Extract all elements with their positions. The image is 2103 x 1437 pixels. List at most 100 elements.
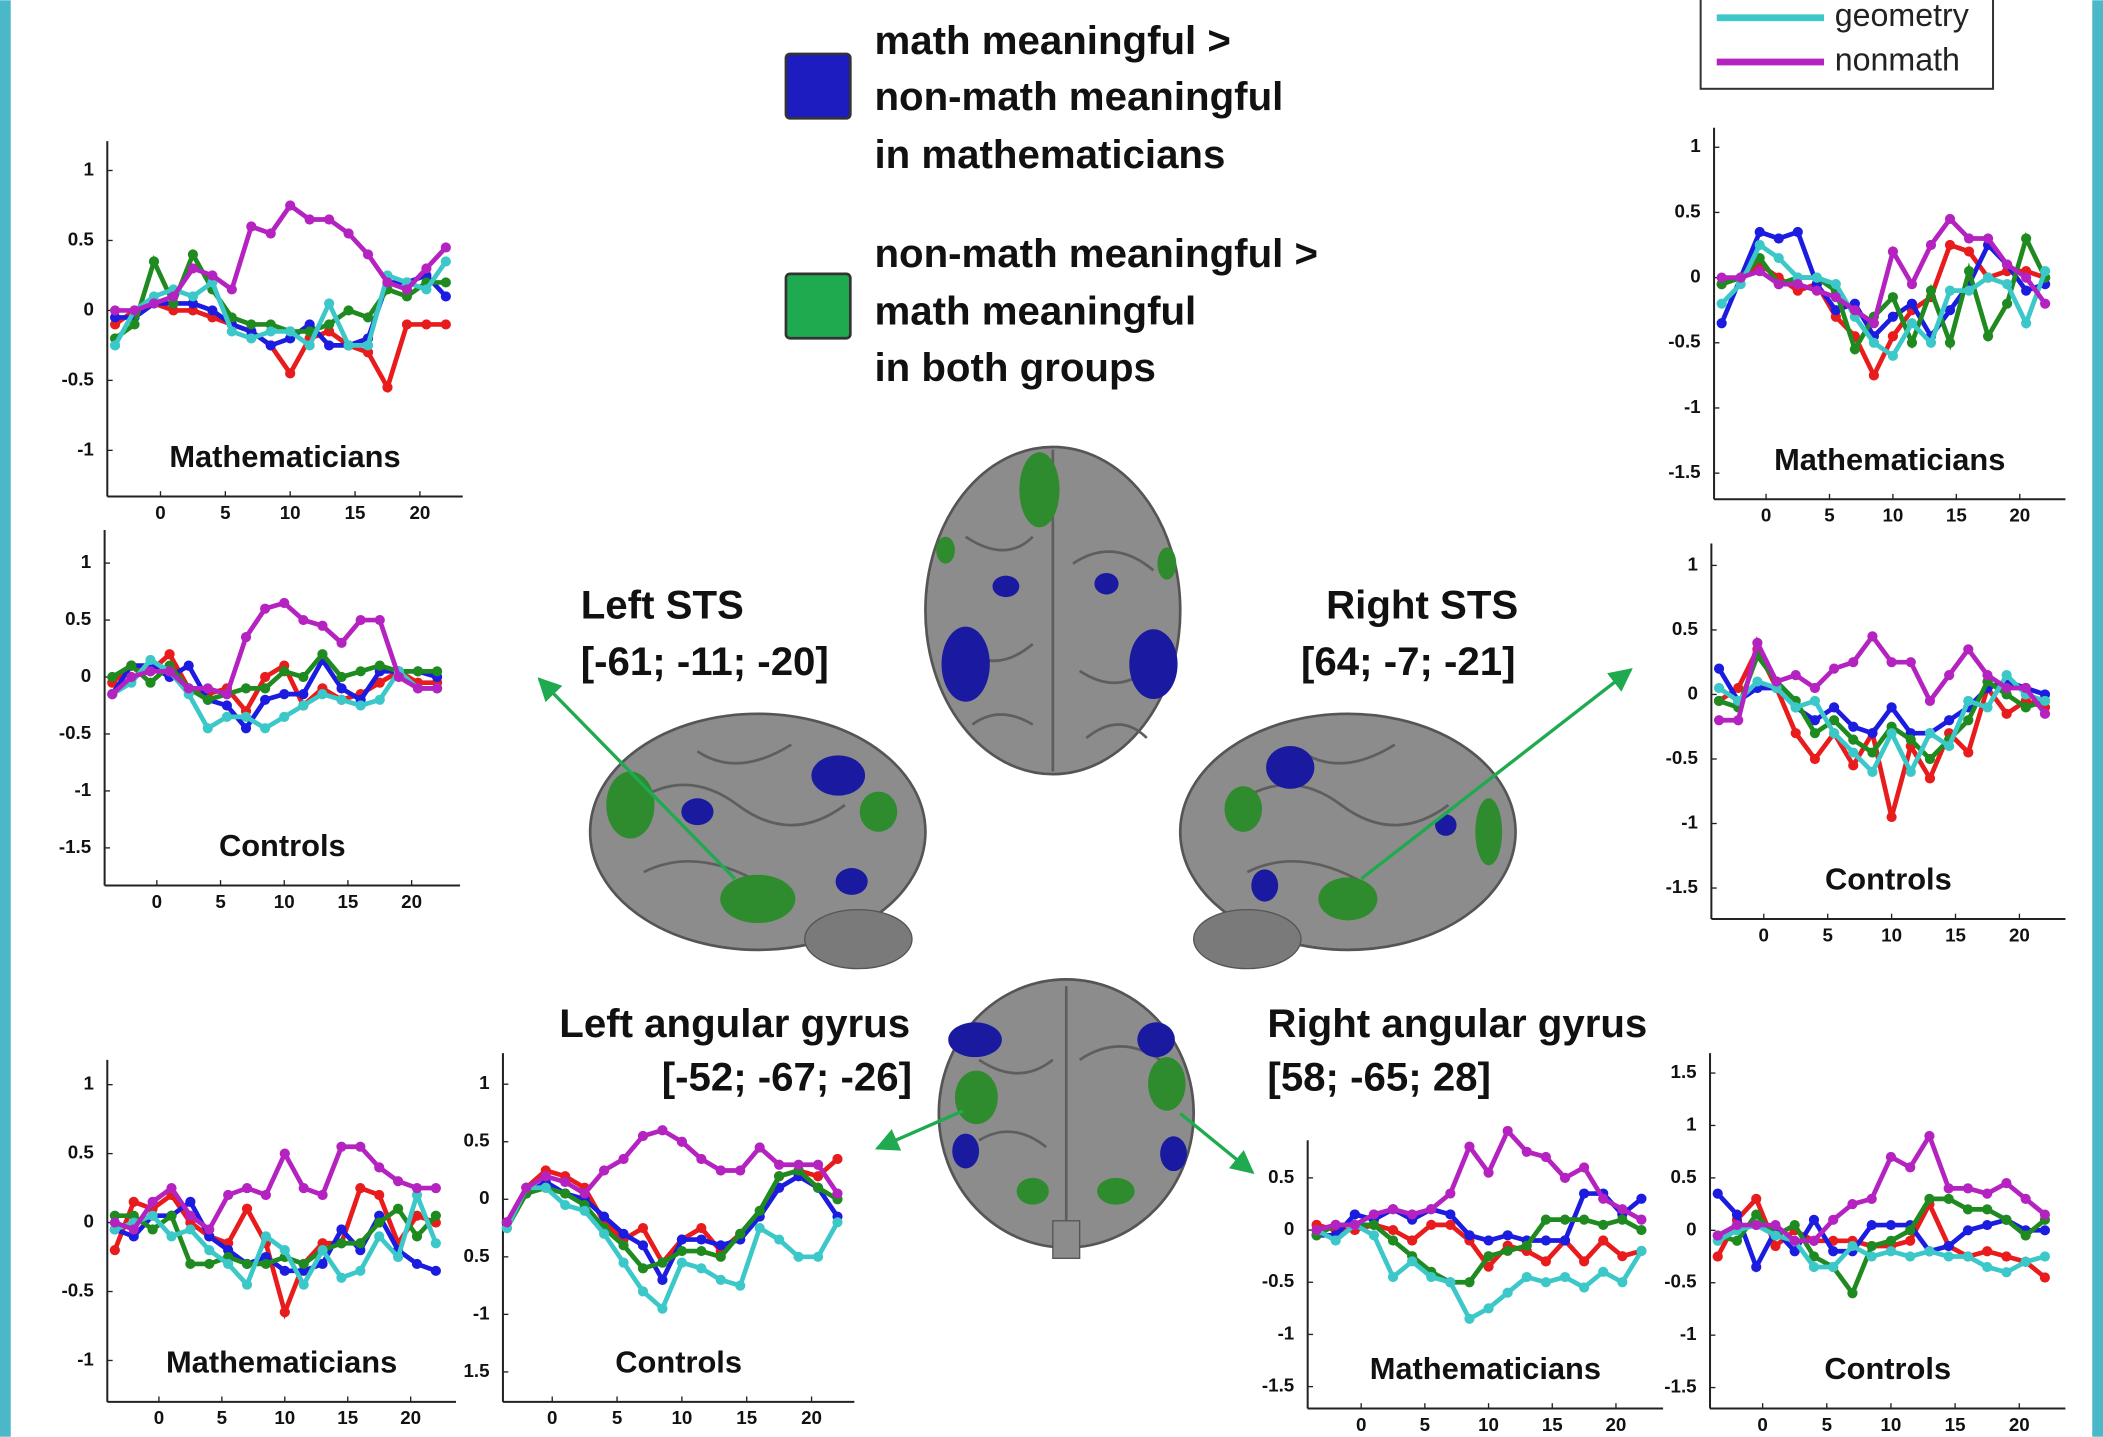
data-point [1905, 1236, 1915, 1246]
data-point [1850, 305, 1860, 315]
data-point [1388, 1272, 1398, 1282]
data-point [266, 340, 276, 350]
contrast-text: non-math meaningful [874, 74, 1283, 119]
data-point [336, 695, 346, 705]
region-name: Right STS [1326, 582, 1518, 627]
data-point [1810, 754, 1820, 764]
data-point [279, 666, 289, 676]
data-point [336, 1238, 346, 1248]
data-point [1426, 1272, 1436, 1282]
data-point [299, 1183, 309, 1193]
data-point [1944, 715, 1954, 725]
y-tick-label: 1 [83, 1073, 93, 1094]
data-point [716, 1240, 726, 1250]
data-point [1886, 1246, 1896, 1256]
data-point [657, 1257, 667, 1267]
data-point [317, 621, 327, 631]
data-point [382, 382, 392, 392]
data-point [1503, 1230, 1513, 1240]
data-point [1888, 351, 1898, 361]
data-point [1925, 728, 1935, 738]
x-tick-label: 0 [1757, 1414, 1767, 1435]
x-tick-label: 0 [1761, 505, 1771, 526]
data-point [1331, 1220, 1341, 1230]
data-point [2021, 1194, 2031, 1204]
data-point [324, 319, 334, 329]
data-point [1579, 1215, 1589, 1225]
data-point [1752, 638, 1762, 648]
data-point [324, 340, 334, 350]
data-point [260, 604, 270, 614]
data-point [1483, 1235, 1493, 1245]
data-point [149, 256, 159, 266]
data-point [1503, 1246, 1513, 1256]
data-point [1311, 1225, 1321, 1235]
line-chart: 10.50-0.5-1-1.505101520Controls [59, 530, 460, 912]
data-point [246, 319, 256, 329]
data-point [441, 319, 451, 329]
data-point [1464, 1314, 1474, 1324]
line-chart: 10.50-0.5-105101520Mathematicians [62, 1060, 456, 1428]
data-point [336, 683, 346, 693]
brain-left [590, 714, 925, 969]
region-name: Left STS [581, 582, 744, 627]
data-point [1407, 1235, 1417, 1245]
legend-label: nonmath [1835, 41, 1960, 77]
data-point [2002, 299, 2012, 309]
data-point [1926, 240, 1936, 250]
data-point [2040, 709, 2050, 719]
data-point [1829, 702, 1839, 712]
x-tick-label: 10 [1882, 505, 1903, 526]
data-point [203, 683, 213, 693]
data-point [1331, 1235, 1341, 1245]
series-line [1722, 245, 2045, 356]
data-point [1887, 702, 1897, 712]
y-tick-label: 0.5 [1672, 618, 1698, 639]
line-chart: 10.50-0.5-1-1.505101520Mathematicians [1668, 128, 2065, 526]
data-point [279, 712, 289, 722]
data-point [1906, 735, 1916, 745]
data-point [2002, 670, 2012, 680]
chart-title: Controls [1825, 862, 1952, 897]
data-point [2021, 1257, 2031, 1267]
data-point [2002, 709, 2012, 719]
data-point [1388, 1225, 1398, 1235]
data-point [2040, 266, 2050, 276]
data-point [164, 649, 174, 659]
data-point [1982, 1246, 1992, 1256]
y-tick-label: 1 [1690, 135, 1700, 156]
region-coords: [64; -7; -21] [1301, 639, 1516, 684]
data-point [1388, 1204, 1398, 1214]
x-tick-label: 5 [1824, 505, 1834, 526]
data-point [1925, 696, 1935, 706]
data-point [2001, 1251, 2011, 1261]
x-tick-label: 10 [1881, 924, 1902, 945]
y-tick-label: 1 [1686, 1113, 1696, 1134]
data-point [242, 1280, 252, 1290]
data-point [2001, 1215, 2011, 1225]
data-point [110, 340, 120, 350]
data-point [1867, 1241, 1877, 1251]
x-tick-label: 0 [152, 891, 162, 912]
data-point [638, 1223, 648, 1233]
data-point [1828, 1215, 1838, 1225]
data-point [1522, 1272, 1532, 1282]
line-chart: 10.50-0.5-1-1.505101520Controls [1666, 543, 2066, 945]
data-point [1945, 240, 1955, 250]
data-point [1774, 279, 1784, 289]
data-point [431, 1183, 441, 1193]
data-point [2021, 702, 2031, 712]
data-point [298, 615, 308, 625]
chart-title: Controls [219, 828, 346, 863]
page: math meaningful > non-math meaningful in… [0, 0, 2103, 1437]
data-point [1770, 1241, 1780, 1251]
data-point [1751, 1194, 1761, 1204]
data-point [716, 1252, 726, 1262]
data-point [1713, 1230, 1723, 1240]
data-point [343, 340, 353, 350]
data-point [1752, 676, 1762, 686]
data-point [1350, 1220, 1360, 1230]
data-point [1944, 1194, 1954, 1204]
data-point [1350, 1209, 1360, 1219]
data-point [298, 672, 308, 682]
